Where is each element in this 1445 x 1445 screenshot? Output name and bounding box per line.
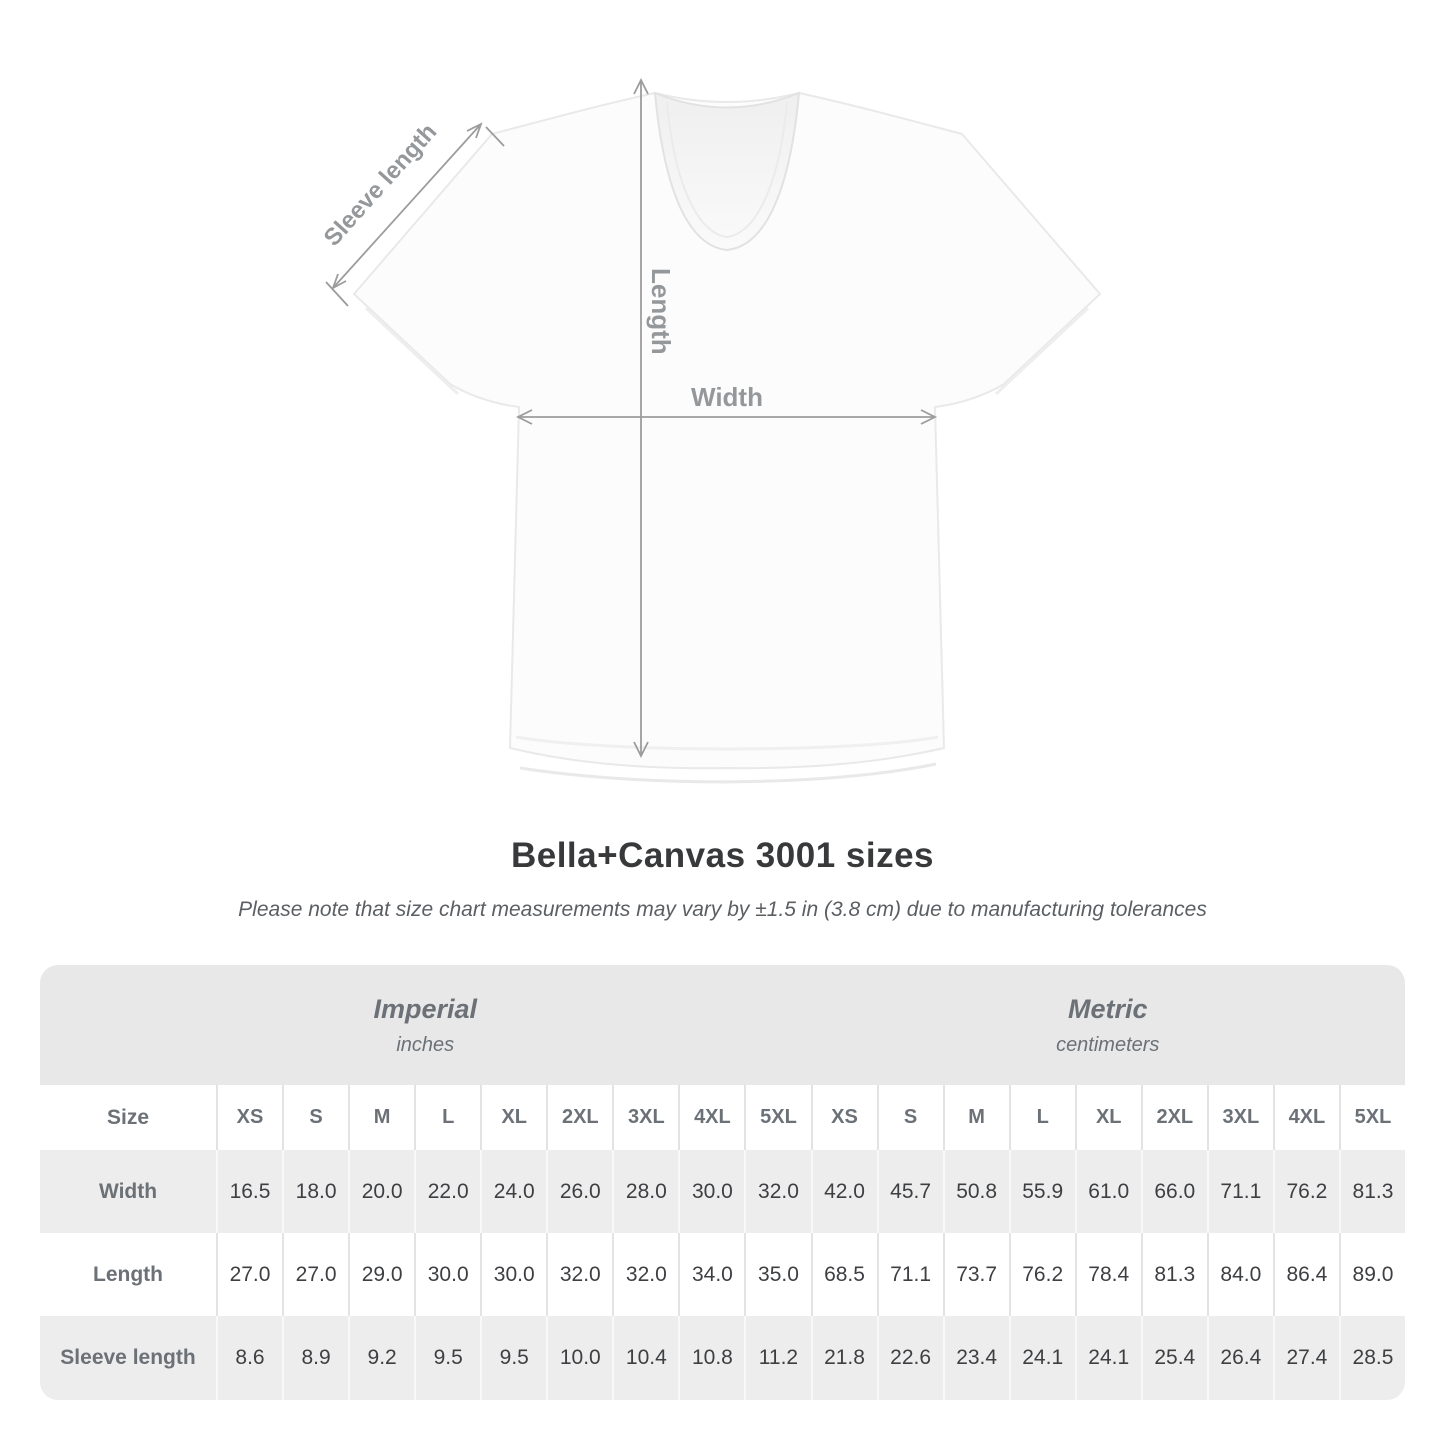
value-imperial: 11.2 [744, 1316, 810, 1400]
value-imperial: 28.0 [612, 1150, 678, 1233]
size-header-imperial-xl: XL [480, 1085, 546, 1150]
value-metric: 23.4 [942, 1316, 1009, 1400]
value-imperial: 29.0 [348, 1233, 414, 1316]
value-imperial: 9.5 [480, 1316, 546, 1400]
value-metric: 42.0 [810, 1150, 877, 1233]
value-imperial: 10.4 [612, 1316, 678, 1400]
size-header-imperial-xs: XS [216, 1085, 282, 1150]
value-metric: 89.0 [1338, 1233, 1405, 1316]
size-header-imperial-m: M [348, 1085, 414, 1150]
value-imperial: 8.6 [216, 1316, 282, 1400]
size-header-imperial-4xl: 4XL [678, 1085, 744, 1150]
size-header-imperial-s: S [282, 1085, 348, 1150]
size-header-metric-s: S [876, 1085, 943, 1150]
value-imperial: 20.0 [348, 1150, 414, 1233]
size-header-metric-5xl: 5XL [1338, 1085, 1405, 1150]
length-label: Length [646, 268, 676, 355]
value-metric: 81.3 [1140, 1233, 1207, 1316]
value-metric: 27.4 [1272, 1316, 1339, 1400]
value-metric: 73.7 [942, 1233, 1009, 1316]
value-imperial: 26.0 [546, 1150, 612, 1233]
value-metric: 50.8 [942, 1150, 1009, 1233]
value-imperial: 27.0 [282, 1233, 348, 1316]
sleeve-length-row: Sleeve length 8.6 8.9 9.2 9.5 9.5 10.0 10.4 10.8… [40, 1316, 1405, 1400]
imperial-label: Imperial [373, 993, 478, 1024]
size-chart-table: Imperial inches Metric centimeters Size X… [40, 965, 1405, 1400]
size-header-metric-m: M [942, 1085, 1009, 1150]
imperial-section-header: Imperial inches [40, 965, 811, 1085]
value-metric: 24.1 [1074, 1316, 1141, 1400]
sleeve-length-arrow [325, 122, 505, 307]
value-imperial: 10.0 [546, 1316, 612, 1400]
value-metric: 26.4 [1206, 1316, 1273, 1400]
value-metric: 55.9 [1008, 1150, 1075, 1233]
value-metric: 68.5 [810, 1233, 877, 1316]
value-imperial: 27.0 [216, 1233, 282, 1316]
size-header-imperial-3xl: 3XL [612, 1085, 678, 1150]
imperial-unit: inches [396, 1033, 455, 1056]
value-metric: 71.1 [1206, 1150, 1273, 1233]
value-metric: 24.1 [1008, 1316, 1075, 1400]
value-imperial: 22.0 [414, 1150, 480, 1233]
size-header-metric-l: L [1008, 1085, 1075, 1150]
size-header-imperial-l: L [414, 1085, 480, 1150]
size-header-metric-xl: XL [1074, 1085, 1141, 1150]
value-metric: 76.2 [1272, 1150, 1339, 1233]
width-label: Width [691, 382, 763, 412]
metric-section-header: Metric centimeters [811, 965, 1406, 1085]
tshirt-measurement-diagram: Sleeve length Length Width [319, 77, 1101, 784]
value-imperial: 9.2 [348, 1316, 414, 1400]
tolerance-note: Please note that size chart measurements… [238, 898, 1207, 921]
value-imperial: 30.0 [678, 1150, 744, 1233]
size-header-imperial-2xl: 2XL [546, 1085, 612, 1150]
size-header-metric-3xl: 3XL [1206, 1085, 1273, 1150]
unit-system-header-band: Imperial inches Metric centimeters [40, 965, 1405, 1085]
metric-unit: centimeters [1056, 1033, 1160, 1056]
measurement-row-label: Length [93, 1262, 163, 1286]
page-title: Bella+Canvas 3001 sizes [510, 836, 935, 875]
size-header-metric-xs: XS [810, 1085, 877, 1150]
measurement-row-label: Width [98, 1179, 158, 1203]
value-metric: 25.4 [1140, 1316, 1207, 1400]
value-imperial: 9.5 [414, 1316, 480, 1400]
value-imperial: 16.5 [216, 1150, 282, 1233]
value-metric: 66.0 [1140, 1150, 1207, 1233]
value-metric: 71.1 [876, 1233, 943, 1316]
value-metric: 78.4 [1074, 1233, 1141, 1316]
size-header-imperial-5xl: 5XL [744, 1085, 810, 1150]
value-imperial: 32.0 [546, 1233, 612, 1316]
value-imperial: 24.0 [480, 1150, 546, 1233]
value-imperial: 34.0 [678, 1233, 744, 1316]
value-metric: 21.8 [810, 1316, 877, 1400]
size-header-metric-4xl: 4XL [1272, 1085, 1339, 1150]
width-arrow [515, 409, 938, 425]
value-imperial: 18.0 [282, 1150, 348, 1233]
value-metric: 84.0 [1206, 1233, 1273, 1316]
size-column-header: Size [106, 1105, 150, 1129]
value-imperial: 30.0 [480, 1233, 546, 1316]
value-imperial: 10.8 [678, 1316, 744, 1400]
metric-label: Metric [1067, 993, 1148, 1024]
value-metric: 61.0 [1074, 1150, 1141, 1233]
measurement-row-label: Sleeve length [60, 1346, 196, 1369]
value-metric: 86.4 [1272, 1233, 1339, 1316]
value-imperial: 30.0 [414, 1233, 480, 1316]
value-imperial: 32.0 [612, 1233, 678, 1316]
measurement-arrows [325, 77, 938, 759]
value-metric: 76.2 [1008, 1233, 1075, 1316]
value-metric: 45.7 [876, 1150, 943, 1233]
size-header-metric-2xl: 2XL [1140, 1085, 1207, 1150]
value-imperial: 35.0 [744, 1233, 810, 1316]
size-header-row: Size XS S M L XL 2XL 3XL 4XL 5XL XS S M L XL 2XL 3XL 4XL 5… [40, 1085, 1405, 1150]
value-metric: 22.6 [876, 1316, 943, 1400]
length-row: Length 27.0 27.0 29.0 30.0 30.0 32.0 32.0 34.0 35… [40, 1233, 1405, 1316]
tshirt-graphic [353, 91, 1101, 784]
width-row: Width 16.5 18.0 20.0 22.0 24.0 26.0 28.0 30.0 32.… [40, 1150, 1405, 1233]
value-imperial: 8.9 [282, 1316, 348, 1400]
value-metric: 28.5 [1338, 1316, 1405, 1400]
value-metric: 81.3 [1338, 1150, 1405, 1233]
value-imperial: 32.0 [744, 1150, 810, 1233]
length-arrow [633, 77, 649, 759]
